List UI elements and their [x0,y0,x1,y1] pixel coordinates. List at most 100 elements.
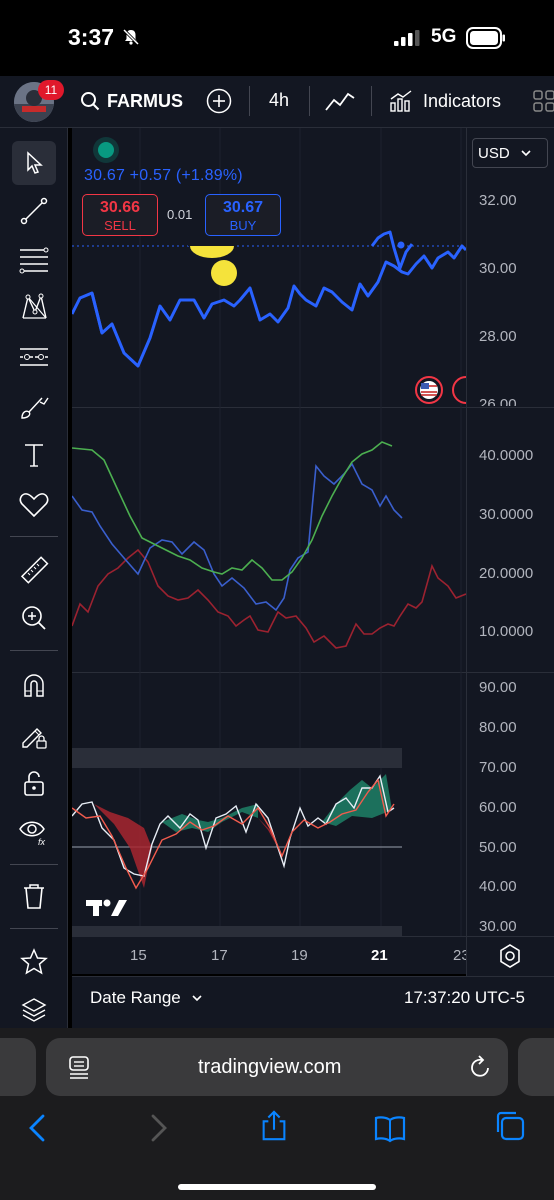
lock-drawings-tool[interactable] [12,714,56,758]
watchlist-tool[interactable] [12,940,56,984]
toolbar-divider [10,536,58,537]
pane-divider[interactable] [72,672,554,673]
tabs-icon[interactable] [494,1110,526,1142]
time-axis-tick: 19 [291,947,308,964]
lock-all-tool[interactable] [12,762,56,806]
layout-grid-icon[interactable] [532,88,554,114]
text-tool[interactable] [12,433,56,477]
oscillator-band [72,748,402,768]
spread-value: 0.01 [167,207,193,222]
reader-icon[interactable] [68,1055,90,1079]
ios-status-bar [0,0,554,76]
time-axis-tick: 17 [211,947,228,964]
home-indicator[interactable] [178,1184,376,1190]
network-type: 5G [431,26,457,47]
stoch-d-line [72,778,395,890]
interval-button[interactable]: 4h [269,90,290,110]
tradingview-logo [86,899,127,916]
battery-icon [466,27,505,49]
forward-icon[interactable] [142,1112,174,1144]
buy-button[interactable]: 30.67 BUY [205,194,281,236]
market-status-indicator[interactable] [98,142,114,158]
pane-divider[interactable] [72,407,554,408]
brush-icon [21,397,49,419]
time-axis-tick: 21 [371,947,388,964]
next-tab-preview[interactable] [518,1038,554,1096]
remove-drawings-tool[interactable] [12,874,56,918]
price-axis-tick: 26.00 [479,396,517,406]
back-icon[interactable] [22,1112,54,1144]
magnet-icon [24,674,44,697]
time-axis-tick: 23 [453,947,466,964]
xabcd-pattern-icon [22,293,47,319]
favorites-tool[interactable] [12,483,56,527]
touch-indicator [211,260,237,286]
bottom-toolbar [72,976,554,1028]
pattern-tool[interactable] [12,285,56,329]
object-tree-tool[interactable] [12,988,56,1032]
symbol-search-button[interactable]: FARMUS [80,88,183,114]
toolbar-divider [10,864,58,865]
reload-icon[interactable] [468,1054,492,1080]
indicators-icon [390,90,412,112]
line-chart-type-icon[interactable] [324,88,356,114]
forecast-tool[interactable] [12,335,56,379]
indicator-axis-tick: 10.0000 [479,623,534,640]
oscillator-axis-tick: 30.00 [479,918,517,935]
us-event-flag[interactable] [452,376,466,404]
eye-fx-icon: fx [19,821,46,847]
sell-price: 30.66 [99,199,141,216]
previous-tab-preview[interactable] [0,1038,36,1096]
cellular-signal-icon [394,30,420,46]
currency-dropdown[interactable]: USD [472,138,548,168]
price-series-segment [90,292,104,334]
magnet-tool[interactable] [12,664,56,708]
toolbar-divider [309,86,310,116]
date-range-button[interactable]: Date Range [90,988,203,1008]
adx-line [72,441,393,581]
hide-tool[interactable]: fx [12,810,56,854]
stoch-k-line [72,774,395,877]
add-symbol-icon[interactable] [206,88,232,114]
gear-icon[interactable] [496,942,524,970]
notification-badge: 11 [38,80,64,100]
zoom-tool[interactable] [12,596,56,640]
oscillator-axis-tick: 60.00 [479,799,517,816]
forecast-lines-icon [20,348,48,366]
oscillator-axis-tick: 70.00 [479,759,517,776]
price-axis-panel[interactable]: 32.00 30.00 28.00 26.00 40.0000 30.0000 … [466,128,554,936]
time-axis[interactable]: 15 17 19 21 23 [72,936,466,974]
layers-icon [21,998,47,1022]
zoom-in-icon [22,606,46,630]
sell-button[interactable]: 30.66 SELL [82,194,158,236]
toolbar-divider [249,86,250,116]
address-bar[interactable] [46,1038,508,1096]
oscillator-band [72,926,402,936]
axis-corner [466,936,554,976]
date-range-label: Date Range [90,988,181,1007]
timezone-clock[interactable]: 17:37:20 UTC-5 [404,988,525,1007]
cursor-tool[interactable] [12,141,56,185]
measure-tool[interactable] [12,548,56,592]
bookmarks-icon[interactable] [374,1112,406,1144]
us-event-flag[interactable] [415,376,443,404]
search-icon [81,92,100,111]
oscillator-axis-tick: 50.00 [479,839,517,856]
share-icon[interactable] [258,1110,290,1142]
indicator-axis-tick: 40.0000 [479,447,534,464]
fib-retracement-tool[interactable] [12,237,56,281]
svg-text:fx: fx [38,837,46,847]
sell-label: SELL [104,218,136,233]
chart-canvas[interactable] [72,128,466,936]
pencil-lock-icon [22,728,47,749]
trend-line-icon [20,197,48,225]
dmi-minus-line [72,548,466,649]
avatar[interactable] [14,82,54,122]
indicator-axis-tick: 20.0000 [479,565,534,582]
toolbar-divider [10,928,58,929]
brush-tool[interactable] [12,385,56,429]
trend-line-tool[interactable] [12,189,56,233]
indicators-button[interactable]: Indicators [389,86,501,116]
oscillator-axis-tick: 40.00 [479,878,517,895]
url-text[interactable]: tradingview.com [198,1056,342,1078]
